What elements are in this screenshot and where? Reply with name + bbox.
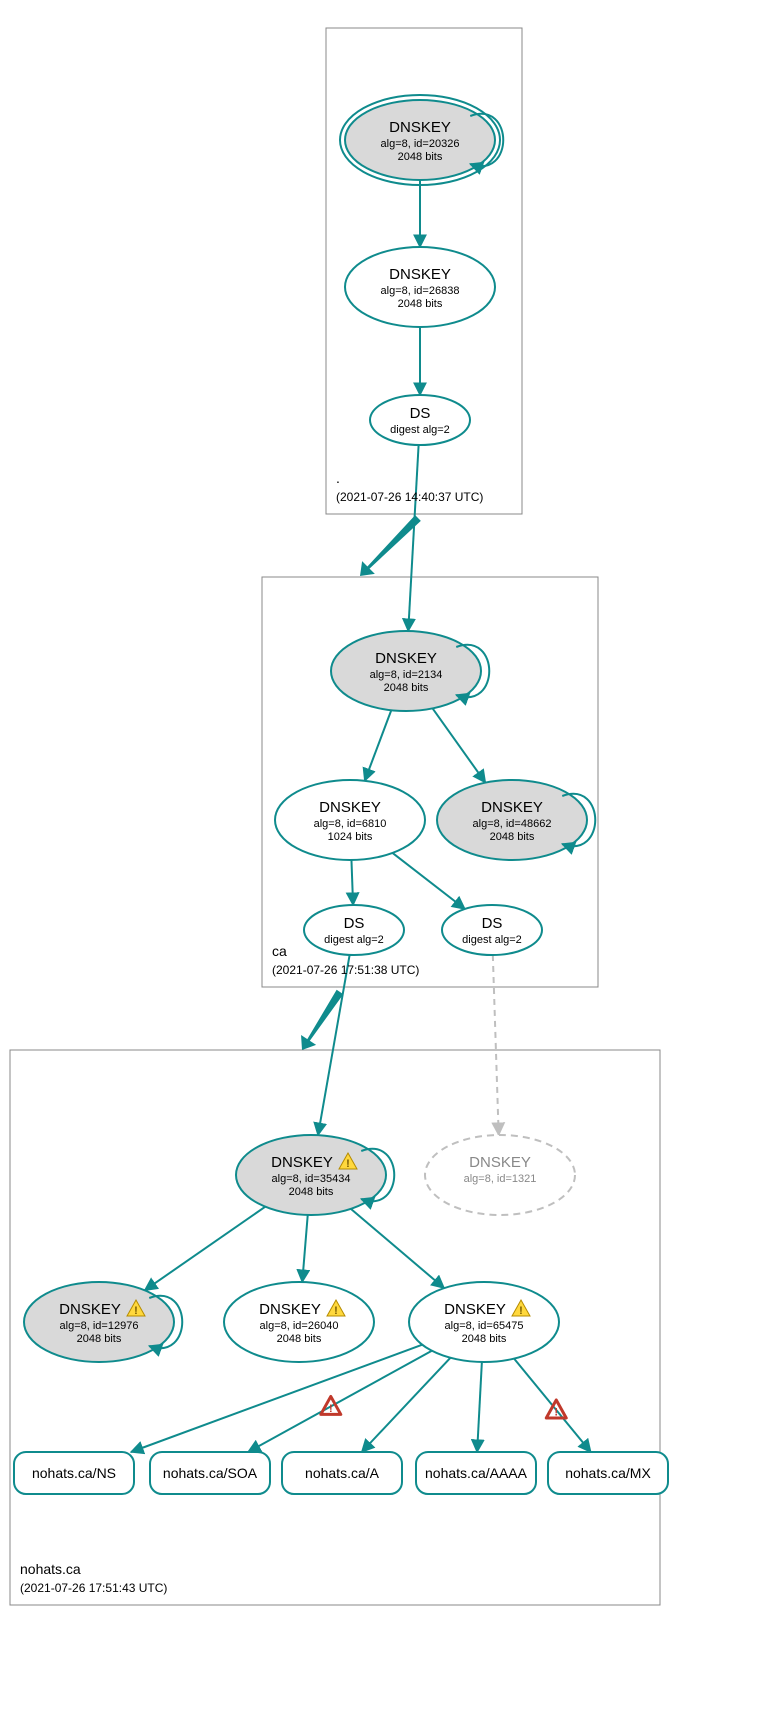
zone-link-arrow [301, 990, 343, 1050]
node-rr_mx: nohats.ca/MX [548, 1452, 668, 1494]
node-sub1: alg=8, id=26838 [381, 285, 460, 297]
node-root_ds: DS digest alg=2 [370, 395, 470, 445]
node-title: DNSKEY [319, 799, 381, 816]
node-title: DS [344, 915, 365, 932]
node-title: DS [410, 405, 431, 422]
node-rr_ns: nohats.ca/NS [14, 1452, 134, 1494]
node-title: DNSKEY [59, 1301, 121, 1318]
edge [393, 853, 465, 909]
node-n_k3: DNSKEY alg=8, id=654752048 bits [409, 1282, 559, 1362]
node-sub1: alg=8, id=1321 [464, 1173, 537, 1185]
zone-timestamp: (2021-07-26 14:40:37 UTC) [336, 490, 483, 504]
node-sub2: 2048 bits [490, 831, 535, 843]
node-ca_zsk: DNSKEY alg=8, id=68101024 bits [275, 780, 425, 860]
node-n_ksk: DNSKEY alg=8, id=354342048 bits [236, 1135, 394, 1215]
node-sub2: 1024 bits [328, 831, 373, 843]
zone-name: . [336, 470, 340, 486]
node-title: DS [482, 915, 503, 932]
node-sub2: 2048 bits [398, 298, 443, 310]
node-n_k2: DNSKEY alg=8, id=260402048 bits [224, 1282, 374, 1362]
edge [351, 860, 353, 905]
node-title: DNSKEY [389, 266, 451, 283]
edge [351, 1209, 444, 1288]
zone-name: ca [272, 943, 287, 959]
rr-label: nohats.ca/MX [565, 1465, 651, 1481]
node-sub2: 2048 bits [289, 1186, 334, 1198]
node-sub1: alg=8, id=35434 [272, 1173, 351, 1185]
node-title: DNSKEY [444, 1301, 506, 1318]
edge [477, 1362, 482, 1452]
node-sub2: 2048 bits [462, 1333, 507, 1345]
node-sub1: alg=8, id=2134 [370, 669, 443, 681]
node-root_ksk: DNSKEY alg=8, id=203262048 bits [340, 95, 503, 185]
node-ca_ksk: DNSKEY alg=8, id=21342048 bits [331, 631, 489, 711]
node-title: DNSKEY [481, 799, 543, 816]
rr-label: nohats.ca/AAAA [425, 1465, 528, 1481]
svg-text:!: ! [519, 1305, 523, 1317]
edge [365, 710, 392, 781]
node-rr_a: nohats.ca/A [282, 1452, 402, 1494]
node-sub2: 2048 bits [277, 1333, 322, 1345]
edge [318, 955, 350, 1135]
node-ca_ds1: DS digest alg=2 [304, 905, 404, 955]
node-sub1: alg=8, id=26040 [260, 1320, 339, 1332]
svg-text:!: ! [554, 1406, 558, 1418]
edge [433, 708, 486, 782]
node-sub1: alg=8, id=20326 [381, 138, 460, 150]
zone-name: nohats.ca [20, 1561, 81, 1577]
node-sub1: digest alg=2 [390, 424, 450, 436]
node-rr_aaaa: nohats.ca/AAAA [416, 1452, 536, 1494]
node-sub2: 2048 bits [398, 151, 443, 163]
node-sub1: alg=8, id=12976 [60, 1320, 139, 1332]
zone-timestamp: (2021-07-26 17:51:38 UTC) [272, 963, 419, 977]
node-sub1: digest alg=2 [324, 934, 384, 946]
node-title: DNSKEY [259, 1301, 321, 1318]
edge [302, 1215, 307, 1282]
node-title: DNSKEY [271, 1154, 333, 1171]
edge [493, 955, 499, 1135]
node-sub2: 2048 bits [77, 1333, 122, 1345]
edge [248, 1351, 432, 1452]
rr-label: nohats.ca/SOA [163, 1465, 258, 1481]
zone-timestamp: (2021-07-26 17:51:43 UTC) [20, 1581, 167, 1595]
node-title: DNSKEY [389, 119, 451, 136]
node-sub1: alg=8, id=48662 [473, 818, 552, 830]
edge [362, 1358, 451, 1452]
rr-label: nohats.ca/A [305, 1465, 380, 1481]
error-icon: ! [321, 1396, 341, 1415]
node-ca_ds2: DS digest alg=2 [442, 905, 542, 955]
node-n_ghost: DNSKEY alg=8, id=1321 [425, 1135, 575, 1215]
node-ca_ksk2: DNSKEY alg=8, id=486622048 bits [437, 780, 595, 860]
svg-text:!: ! [134, 1305, 138, 1317]
svg-text:!: ! [329, 1403, 333, 1415]
node-rr_soa: nohats.ca/SOA [150, 1452, 270, 1494]
edge [145, 1207, 266, 1291]
edge [408, 445, 418, 631]
node-sub1: digest alg=2 [462, 934, 522, 946]
rr-label: nohats.ca/NS [32, 1465, 116, 1481]
node-sub1: alg=8, id=65475 [445, 1320, 524, 1332]
node-sub1: alg=8, id=6810 [314, 818, 387, 830]
node-root_zsk: DNSKEY alg=8, id=268382048 bits [345, 247, 495, 327]
node-title: DNSKEY [469, 1154, 531, 1171]
node-n_k1: DNSKEY alg=8, id=129762048 bits [24, 1282, 182, 1362]
node-sub2: 2048 bits [384, 682, 429, 694]
node-title: DNSKEY [375, 650, 437, 667]
svg-text:!: ! [346, 1158, 350, 1170]
svg-text:!: ! [334, 1305, 338, 1317]
